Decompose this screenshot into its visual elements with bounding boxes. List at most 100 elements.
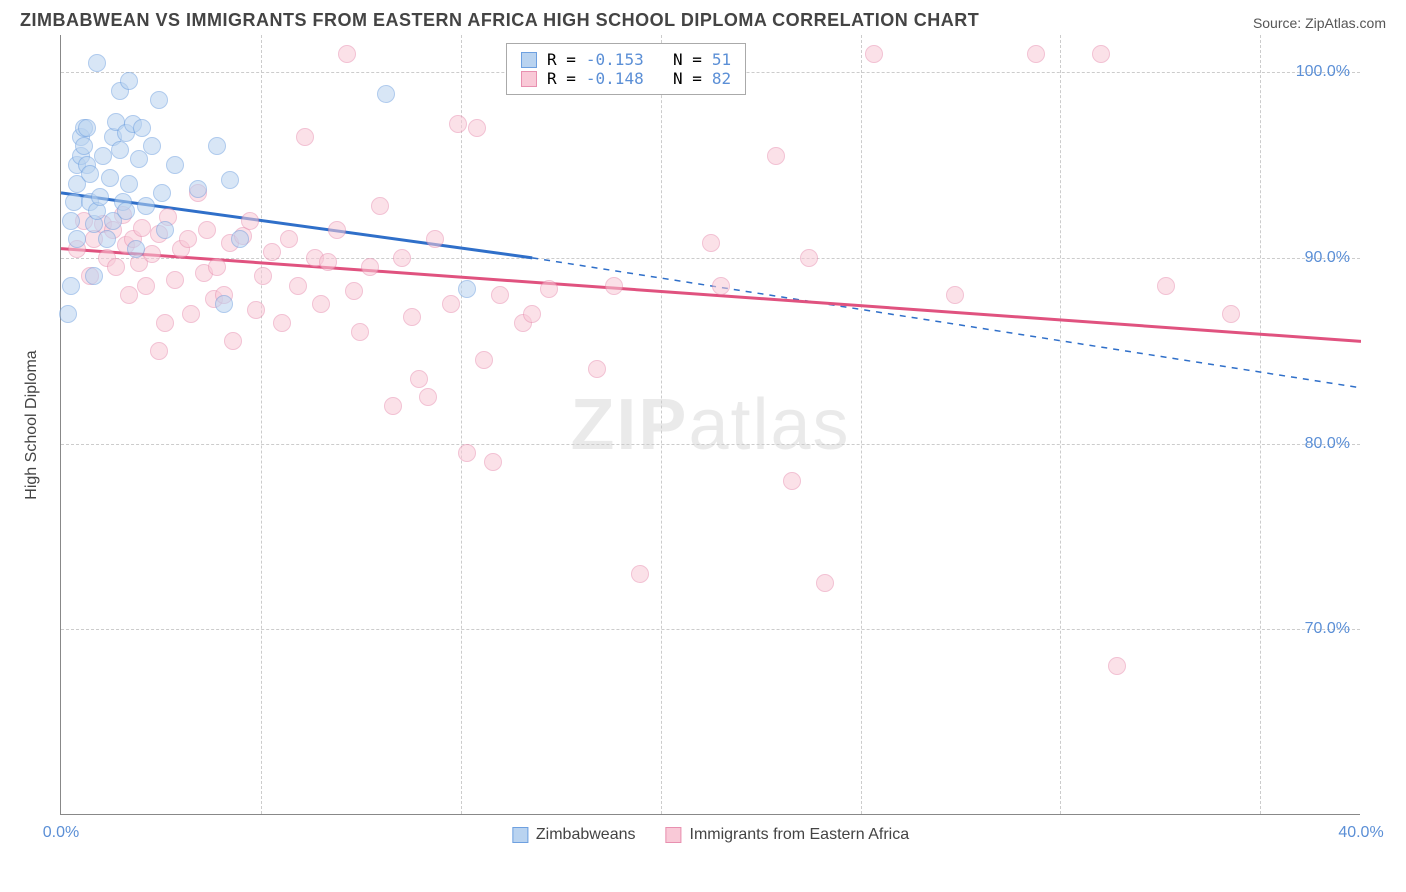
scatter-point-eaf: [254, 267, 272, 285]
scatter-point-eaf: [588, 360, 606, 378]
gridline-v: [1260, 35, 1261, 814]
scatter-point-eaf: [338, 45, 356, 63]
scatter-point-eaf: [1092, 45, 1110, 63]
y-tick-label: 100.0%: [1296, 63, 1350, 81]
scatter-point-eaf: [419, 388, 437, 406]
scatter-point-zim: [111, 141, 129, 159]
scatter-point-eaf: [120, 286, 138, 304]
legend: Zimbabweans Immigrants from Eastern Afric…: [512, 826, 909, 844]
y-axis-label: High School Diploma: [23, 350, 41, 499]
scatter-point-eaf: [107, 258, 125, 276]
scatter-point-eaf: [442, 295, 460, 313]
scatter-point-eaf: [458, 444, 476, 462]
scatter-point-eaf: [540, 280, 558, 298]
scatter-point-eaf: [263, 243, 281, 261]
scatter-point-zim: [150, 91, 168, 109]
scatter-point-eaf: [156, 314, 174, 332]
scatter-point-zim: [156, 221, 174, 239]
stat-n-label: N =: [654, 50, 702, 69]
scatter-point-eaf: [289, 277, 307, 295]
scatter-point-eaf: [224, 332, 242, 350]
x-tick-label: 0.0%: [43, 824, 79, 842]
stats-row-eaf: R = -0.148 N = 82: [521, 69, 731, 88]
scatter-point-eaf: [182, 305, 200, 323]
stat-r-value: -0.148: [586, 69, 644, 88]
swatch-icon: [665, 827, 681, 843]
scatter-point-eaf: [605, 277, 623, 295]
trend-lines: [61, 35, 1361, 815]
scatter-point-eaf: [491, 286, 509, 304]
source-label: Source: ZipAtlas.com: [1253, 15, 1386, 31]
scatter-point-zim: [153, 184, 171, 202]
scatter-point-eaf: [384, 397, 402, 415]
swatch-icon: [521, 52, 537, 68]
legend-entry-eaf: Immigrants from Eastern Africa: [665, 826, 909, 844]
stats-box: R = -0.153 N = 51R = -0.148 N = 82: [506, 43, 746, 95]
gridline-h: [61, 444, 1360, 445]
swatch-icon: [521, 71, 537, 87]
scatter-point-eaf: [475, 351, 493, 369]
stat-r-value: -0.153: [586, 50, 644, 69]
scatter-point-zim: [81, 165, 99, 183]
scatter-point-eaf: [403, 308, 421, 326]
y-tick-label: 80.0%: [1305, 435, 1350, 453]
scatter-point-zim: [88, 54, 106, 72]
scatter-point-eaf: [712, 277, 730, 295]
y-tick-label: 70.0%: [1305, 620, 1350, 638]
scatter-point-zim: [78, 119, 96, 137]
scatter-point-eaf: [702, 234, 720, 252]
gridline-v: [661, 35, 662, 814]
scatter-point-eaf: [865, 45, 883, 63]
scatter-point-eaf: [1222, 305, 1240, 323]
scatter-point-zim: [98, 230, 116, 248]
scatter-point-eaf: [484, 453, 502, 471]
stat-r-label: R =: [547, 69, 576, 88]
scatter-plot: ZIPatlas 70.0%80.0%90.0%100.0%0.0%40.0%R…: [60, 35, 1360, 815]
gridline-v: [1060, 35, 1061, 814]
scatter-point-zim: [231, 230, 249, 248]
legend-entry-zim: Zimbabweans: [512, 826, 636, 844]
scatter-point-eaf: [393, 249, 411, 267]
scatter-point-zim: [166, 156, 184, 174]
scatter-point-eaf: [208, 258, 226, 276]
scatter-point-eaf: [166, 271, 184, 289]
scatter-point-eaf: [1027, 45, 1045, 63]
scatter-point-zim: [208, 137, 226, 155]
scatter-point-eaf: [946, 286, 964, 304]
y-tick-label: 90.0%: [1305, 249, 1350, 267]
scatter-point-eaf: [426, 230, 444, 248]
scatter-point-zim: [127, 240, 145, 258]
gridline-v: [861, 35, 862, 814]
scatter-point-zim: [137, 197, 155, 215]
scatter-point-eaf: [449, 115, 467, 133]
gridline-v: [461, 35, 462, 814]
scatter-point-zim: [75, 137, 93, 155]
scatter-point-eaf: [328, 221, 346, 239]
scatter-point-zim: [120, 175, 138, 193]
scatter-point-eaf: [523, 305, 541, 323]
chart-title: ZIMBABWEAN VS IMMIGRANTS FROM EASTERN AF…: [20, 10, 979, 31]
scatter-point-eaf: [273, 314, 291, 332]
scatter-point-eaf: [312, 295, 330, 313]
legend-label: Zimbabweans: [536, 826, 636, 844]
swatch-icon: [512, 827, 528, 843]
scatter-point-eaf: [241, 212, 259, 230]
scatter-point-eaf: [247, 301, 265, 319]
stat-r-label: R =: [547, 50, 576, 69]
scatter-point-eaf: [783, 472, 801, 490]
scatter-point-eaf: [179, 230, 197, 248]
scatter-point-zim: [133, 119, 151, 137]
scatter-point-zim: [62, 277, 80, 295]
stat-n-value: 82: [712, 69, 731, 88]
gridline-h: [61, 629, 1360, 630]
scatter-point-eaf: [468, 119, 486, 137]
x-tick-label: 40.0%: [1338, 824, 1383, 842]
scatter-point-zim: [120, 72, 138, 90]
scatter-point-eaf: [631, 565, 649, 583]
scatter-point-eaf: [371, 197, 389, 215]
scatter-point-eaf: [816, 574, 834, 592]
scatter-point-zim: [59, 305, 77, 323]
gridline-v: [261, 35, 262, 814]
stat-n-label: N =: [654, 69, 702, 88]
scatter-point-eaf: [150, 342, 168, 360]
